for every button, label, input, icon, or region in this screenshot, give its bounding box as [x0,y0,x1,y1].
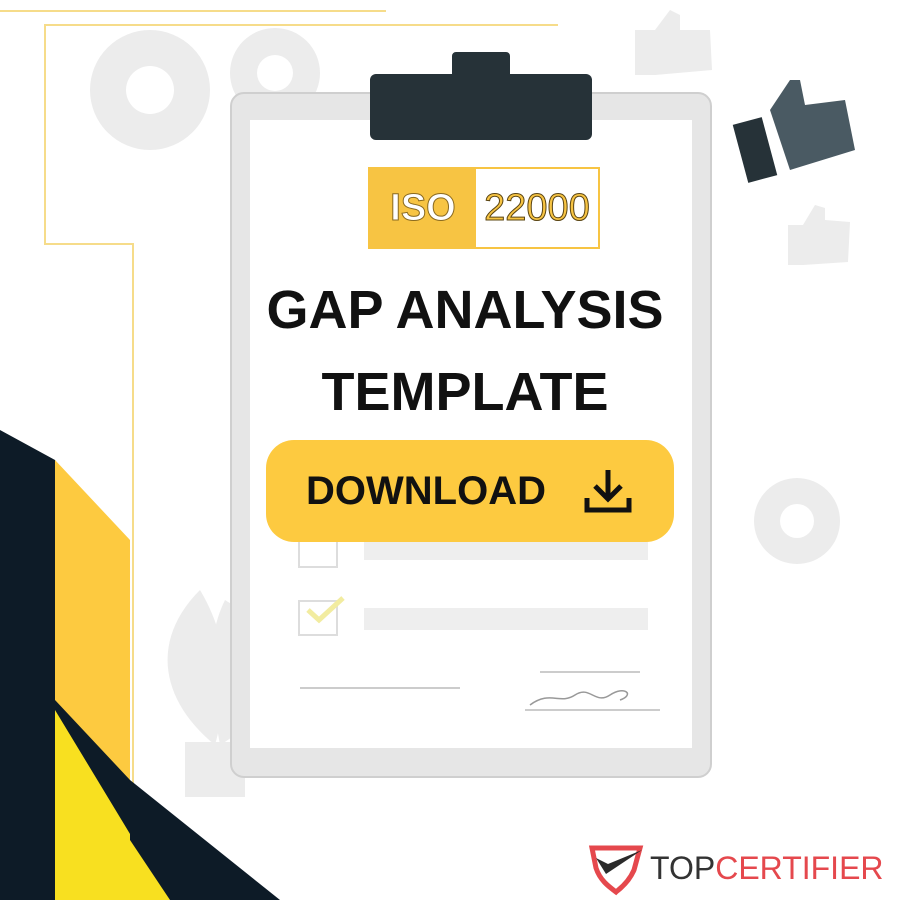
gear-icon [90,30,210,150]
thumbs-up-icon [732,80,855,183]
placeholder-line [364,538,648,560]
checkbox-icon [298,600,338,636]
brand-logo: TOPCERTIFIER [588,840,884,896]
check-icon [306,596,345,624]
decor-line [0,10,386,12]
gear-icon [754,478,840,564]
badge-right: 22000 [484,186,591,229]
placeholder-line [364,608,648,630]
shield-check-icon [588,845,644,896]
brand-top: TOP [650,849,716,886]
decor-line [44,243,132,245]
thumbs-up-icon [635,10,712,75]
iso-badge: ISO 22000 [368,167,600,249]
thumbs-up-icon [788,205,850,265]
download-icon [584,470,632,513]
badge-left: ISO [370,169,476,247]
signature [300,671,660,711]
download-label: DOWNLOAD [306,468,546,513]
brand-certifier: CERTIFIER [715,849,884,886]
title-line-1: GAP ANALYSIS [266,280,664,340]
clip [370,74,592,140]
download-button[interactable]: DOWNLOAD [266,440,674,542]
title-line-2: TEMPLATE [321,362,609,422]
